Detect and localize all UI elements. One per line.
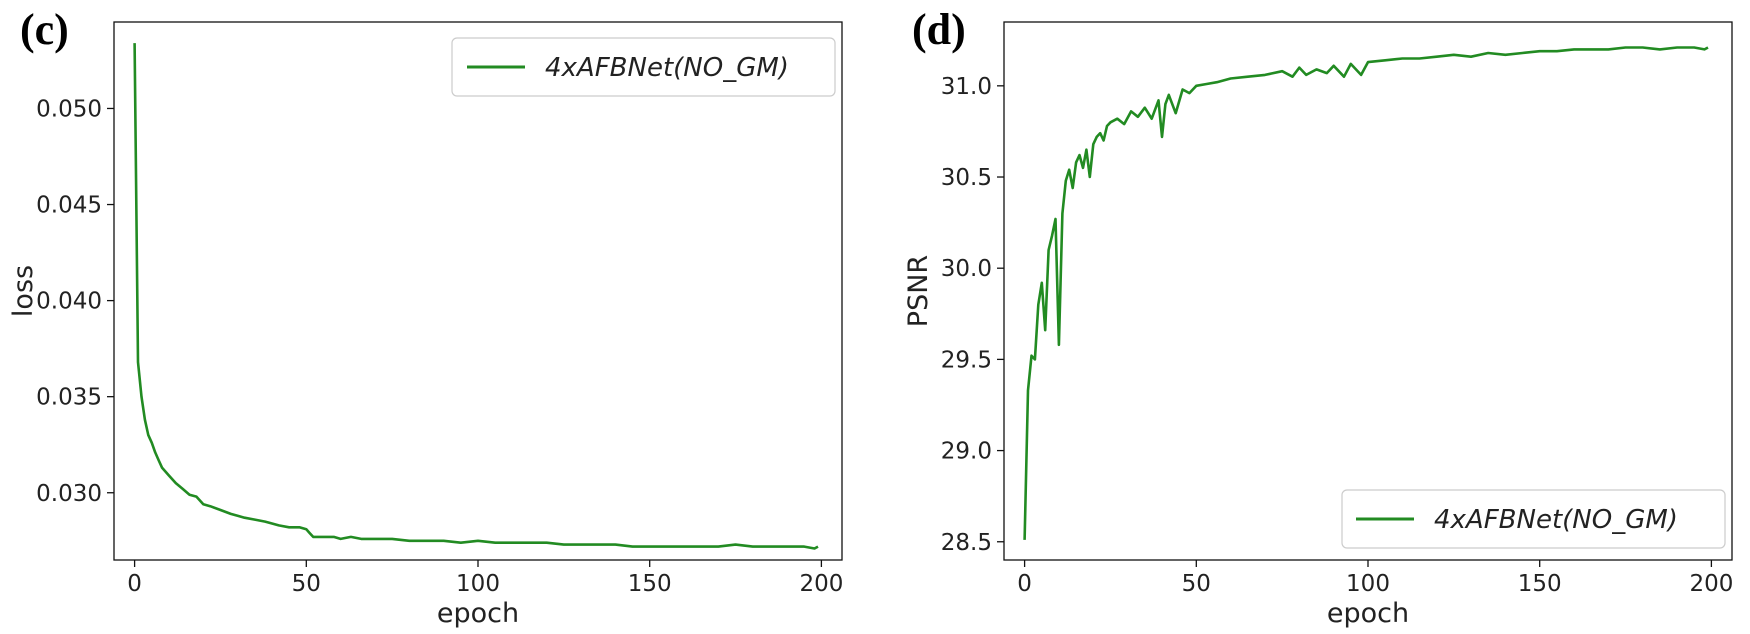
x-tick-label-c-2: 100 bbox=[456, 571, 500, 597]
chart-panel-d: (d) 0 50 100 150 200 28.5 29.0 29.5 30.0 30.5 31.0… bbox=[903, 5, 1733, 629]
panel-label-c: (c) bbox=[20, 5, 69, 54]
plot-area-c bbox=[133, 43, 819, 550]
plot-area-d bbox=[1023, 46, 1709, 540]
legend-entry-c: 4xAFBNet(NO_GM) bbox=[545, 53, 789, 83]
legend-d: 4xAFBNet(NO_GM) bbox=[1341, 489, 1726, 549]
y-tick-label-d-1: 29.0 bbox=[941, 439, 992, 465]
series-line-c-0 bbox=[133, 43, 819, 550]
y-tick-label-c-0: 0.030 bbox=[36, 481, 102, 507]
y-tick-label-c-4: 0.050 bbox=[36, 96, 102, 122]
x-tick-label-d-3: 150 bbox=[1518, 571, 1562, 597]
y-tick-label-d-3: 30.0 bbox=[941, 256, 992, 282]
axes-frame-c bbox=[113, 21, 843, 561]
axes-frame-d bbox=[1003, 21, 1733, 561]
y-tick-label-d-5: 31.0 bbox=[941, 74, 992, 100]
legend-entry-d: 4xAFBNet(NO_GM) bbox=[1434, 505, 1678, 535]
x-tick-label-d-4: 200 bbox=[1689, 571, 1733, 597]
x-axis-label-d: epoch bbox=[1327, 598, 1409, 629]
legend-c: 4xAFBNet(NO_GM) bbox=[451, 37, 836, 97]
y-axis-label-d: PSNR bbox=[903, 255, 934, 327]
legend-box-c bbox=[451, 37, 836, 97]
x-tick-label-d-1: 50 bbox=[1182, 571, 1211, 597]
x-axis-label-c: epoch bbox=[437, 598, 519, 629]
ticks-c: 0 50 100 150 200 0.030 0.035 0.040 0.045 0.050 bbox=[36, 96, 843, 597]
x-tick-label-d-2: 100 bbox=[1346, 571, 1390, 597]
y-tick-label-d-4: 30.5 bbox=[941, 165, 992, 191]
x-tick-label-d-0: 0 bbox=[1017, 571, 1032, 597]
x-tick-label-c-3: 150 bbox=[628, 571, 672, 597]
chart-panel-c: (c) 0 50 100 150 200 0.030 0.035 0.040 0.045 0.05… bbox=[8, 5, 843, 629]
y-tick-label-d-2: 29.5 bbox=[941, 347, 992, 373]
series-line-d-0 bbox=[1023, 46, 1709, 540]
y-tick-label-c-3: 0.045 bbox=[36, 193, 102, 219]
y-axis-label-c: loss bbox=[8, 265, 39, 317]
y-tick-label-d-0: 28.5 bbox=[941, 530, 992, 556]
legend-box-d bbox=[1341, 489, 1726, 549]
panel-label-d: (d) bbox=[912, 5, 966, 54]
x-tick-label-c-1: 50 bbox=[292, 571, 321, 597]
ticks-d: 0 50 100 150 200 28.5 29.0 29.5 30.0 30.5 31.0 bbox=[941, 74, 1734, 597]
x-tick-label-c-0: 0 bbox=[127, 571, 142, 597]
y-tick-label-c-2: 0.040 bbox=[36, 289, 102, 315]
y-tick-label-c-1: 0.035 bbox=[36, 385, 102, 411]
x-tick-label-c-4: 200 bbox=[799, 571, 843, 597]
